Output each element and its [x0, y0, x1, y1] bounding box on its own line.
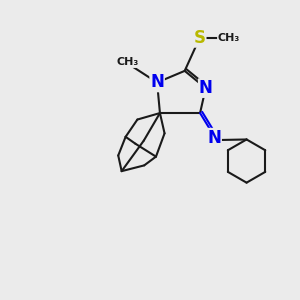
Text: N: N — [207, 129, 221, 147]
Text: CH₃: CH₃ — [117, 57, 139, 68]
Text: N: N — [199, 79, 213, 97]
Text: CH₃: CH₃ — [218, 33, 240, 43]
Text: N: N — [150, 74, 164, 92]
Text: S: S — [194, 29, 206, 47]
